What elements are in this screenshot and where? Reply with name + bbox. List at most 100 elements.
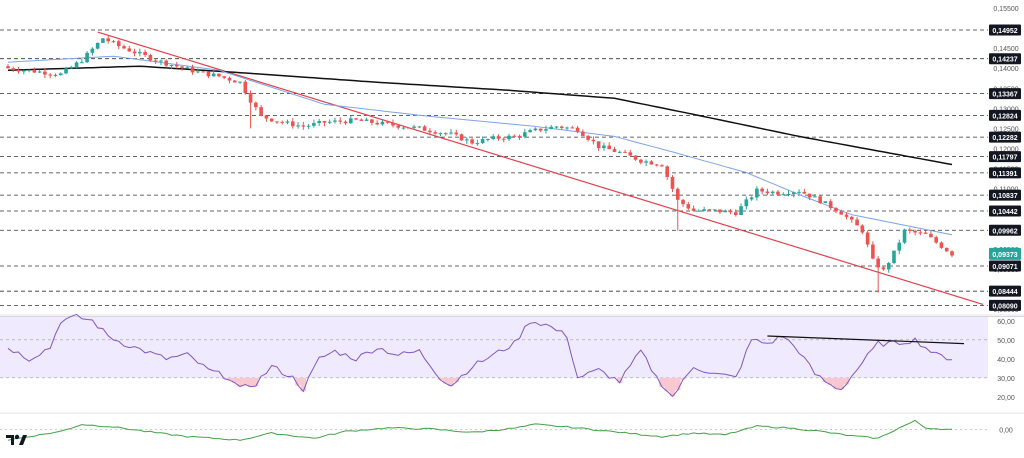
candle-body: [892, 251, 896, 263]
rsi-tick-label: 30,00: [997, 376, 1015, 383]
candle-body: [286, 121, 290, 122]
candle-body: [950, 251, 954, 255]
candle-body: [676, 189, 680, 200]
candle-body: [407, 128, 411, 129]
candle-body: [391, 123, 395, 126]
candle-body: [233, 81, 237, 83]
candle-body: [11, 68, 15, 70]
candle-body: [149, 55, 153, 60]
candle-body: [491, 136, 495, 139]
trendline-line: [98, 32, 983, 304]
price-level-label: 0,14952: [992, 28, 1017, 35]
candle-body: [882, 267, 886, 269]
price-level-label: 0,08090: [992, 303, 1017, 310]
candle-body: [897, 243, 901, 251]
candle-body: [85, 53, 89, 62]
candle-body: [428, 131, 432, 132]
price-level-label: 0,09071: [992, 264, 1017, 271]
candle-body: [755, 189, 759, 198]
tradingview-logo[interactable]: [6, 433, 28, 447]
candle-body: [96, 43, 100, 49]
candle-body: [101, 38, 105, 43]
candle-body: [903, 229, 907, 242]
rsi-oversold-fill: [675, 378, 680, 390]
rsi-panel-top-border: [0, 316, 1024, 317]
candle-body: [48, 75, 52, 76]
candle-body: [170, 65, 174, 66]
price-tick-label: 0,14000: [993, 66, 1018, 73]
price-level-label: 0,11797: [993, 155, 1018, 162]
candle-body: [803, 192, 807, 194]
candle-body: [861, 225, 865, 232]
candle-body: [934, 237, 938, 242]
candle-body: [91, 49, 95, 53]
candle-body: [296, 125, 300, 126]
candle-body: [787, 194, 791, 195]
candle-body: [940, 243, 944, 248]
candle-body: [876, 259, 880, 268]
candle-body: [497, 136, 501, 139]
candle-body: [64, 68, 68, 73]
candle-body: [249, 93, 253, 103]
candle-body: [270, 119, 274, 122]
candle-body: [555, 127, 559, 128]
candle-body: [629, 152, 633, 155]
candle-body: [655, 164, 659, 165]
price-level-label: 0,09962: [992, 228, 1017, 235]
candle-body: [22, 70, 26, 71]
candle-body: [549, 127, 553, 129]
candle-body: [259, 107, 263, 115]
candle-body: [576, 128, 580, 132]
candle-body: [38, 72, 42, 73]
moving-average-fast-line: [8, 56, 952, 235]
candle-body: [222, 76, 226, 78]
candle-body: [186, 67, 190, 68]
candle-body: [734, 212, 738, 215]
price-level-label: 0,08444: [992, 289, 1017, 296]
candle-body: [586, 136, 590, 140]
candle-body: [238, 82, 242, 83]
current-price-label: 0,09373: [989, 248, 1021, 260]
candle-body: [771, 192, 775, 194]
candle-body: [871, 245, 875, 259]
price-level-label: 0,12824: [992, 113, 1017, 120]
candle-body: [644, 161, 648, 162]
oscillator-panel: 0,00: [0, 420, 1013, 440]
candle-body: [708, 209, 712, 210]
candle-body: [581, 132, 585, 136]
candle-body: [855, 220, 859, 226]
candle-body: [808, 194, 812, 198]
candle-body: [692, 209, 696, 211]
candle-body: [544, 129, 548, 130]
candle-body: [333, 121, 337, 122]
candle-body: [718, 209, 722, 212]
candle-body: [887, 263, 891, 269]
candle-body: [460, 134, 464, 140]
candle-body: [365, 120, 369, 121]
candle-body: [33, 70, 37, 73]
candle-body: [375, 123, 379, 124]
candle-body: [623, 152, 627, 153]
candle-body: [439, 133, 443, 134]
candle-body: [570, 127, 574, 128]
candle-body: [671, 177, 675, 189]
candle-body: [254, 103, 258, 108]
candle-body: [776, 192, 780, 195]
candle-body: [217, 74, 221, 77]
candle-body: [117, 41, 121, 46]
rsi-tick-label: 60,00: [997, 319, 1015, 326]
candle-body: [360, 120, 364, 121]
candle-body: [6, 66, 10, 68]
candle-body: [127, 48, 131, 51]
rsi-tick-label: 40,00: [997, 357, 1015, 364]
candle-body: [613, 149, 617, 152]
candle-body: [908, 229, 912, 230]
candle-body: [354, 118, 358, 119]
candle-body: [766, 192, 770, 194]
candle-body: [560, 127, 564, 128]
candle-body: [618, 152, 622, 153]
candle-body: [54, 75, 58, 76]
candle-body: [444, 133, 448, 134]
